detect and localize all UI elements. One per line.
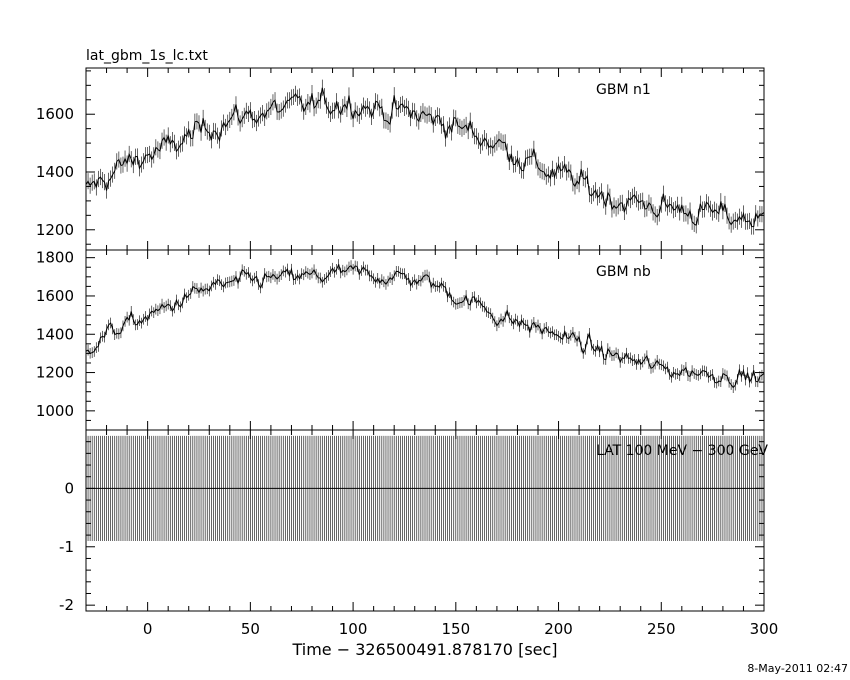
y-tick-label: 1600	[36, 287, 74, 305]
panel-label: LAT 100 MeV − 300 GeV	[596, 443, 768, 459]
panel-label: GBM n1	[596, 82, 651, 98]
x-tick-label: 250	[647, 620, 676, 638]
x-tick-label: 100	[339, 620, 368, 638]
file-title: lat_gbm_1s_lc.txt	[86, 48, 208, 64]
panel-lat: -2 -1 0 LAT 100 MeV − 300 GeV	[59, 429, 768, 614]
x-tick-label: 0	[143, 620, 153, 638]
error-bars	[85, 79, 765, 235]
x-tick-label: 300	[750, 620, 779, 638]
y-tick-label: 1200	[36, 221, 74, 239]
y-tick-label: 0	[64, 479, 74, 497]
y-tick-label: 1400	[36, 325, 74, 343]
y-tick-label: -2	[59, 596, 74, 614]
panel-gbm-nb: 1000 1200 1400 1600 1800 GBM nb	[36, 249, 765, 431]
x-axis: 0 50 100 150 200 250 300	[143, 620, 778, 638]
panel-gbm-n1: 1200 1400 1600 GBM n1	[36, 67, 765, 251]
x-tick-label: 150	[441, 620, 470, 638]
y-tick-label: 1400	[36, 163, 74, 181]
x-axis-label: Time − 326500491.878170 [sec]	[291, 640, 557, 659]
y-tick-label: 1600	[36, 105, 74, 123]
x-tick-label: 200	[544, 620, 573, 638]
y-tick-label: 1000	[36, 402, 74, 420]
x-tick-label: 50	[241, 620, 260, 638]
y-tick-label: -1	[59, 538, 74, 556]
panel-frame	[85, 67, 765, 251]
error-bars	[85, 259, 765, 393]
series-line	[85, 87, 765, 228]
series-line	[85, 262, 765, 389]
timestamp: 8-May-2011 02:47	[747, 662, 848, 675]
y-tick-label: 1200	[36, 364, 74, 382]
panel-label: GBM nb	[596, 264, 651, 280]
y-tick-label: 1800	[36, 249, 74, 267]
